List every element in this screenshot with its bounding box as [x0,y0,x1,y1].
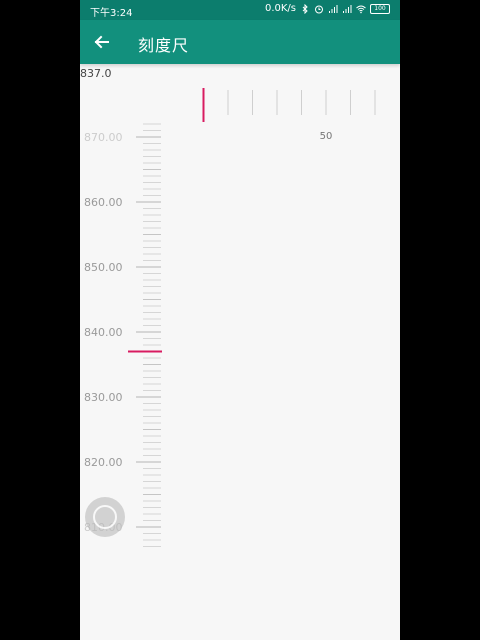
floating-touch-button[interactable] [85,497,125,537]
network-speed: 0.0K/s [264,3,296,14]
bluetooth-icon [302,3,308,14]
battery-icon: 100 [370,3,390,14]
app-screen: 下午3:24 0.0K/s 100 刻度尺 837.0 50 870.00 860… [80,0,400,640]
v-ruler-label: 850.00 [84,261,123,274]
horizontal-ruler[interactable]: 50 [80,80,400,150]
status-icons: 0.0K/s 100 [265,3,390,14]
v-ruler-label: 830.00 [84,391,123,404]
arrow-left-icon[interactable] [92,32,112,52]
app-bar: 刻度尺 [80,20,400,64]
alarm-icon [315,5,323,13]
status-bar: 下午3:24 0.0K/s 100 [80,0,400,20]
v-ruler-label: 820.00 [84,456,123,469]
current-value-readout: 837.0 [80,67,112,80]
signal-icon [343,4,352,13]
page-title: 刻度尺 [138,36,190,55]
battery-level: 100 [374,4,386,12]
wifi-icon [356,5,366,13]
h-ruler-label: 50 [320,131,333,142]
floating-touch-ring [93,505,117,529]
v-ruler-label: 840.00 [84,326,123,339]
signal-icon [329,4,338,13]
v-ruler-label: 860.00 [84,196,123,209]
status-time: 下午3:24 [90,8,133,19]
vertical-ruler[interactable]: 870.00860.00850.00840.00830.00820.00810.… [80,115,190,585]
v-ruler-label: 870.00 [84,131,123,144]
